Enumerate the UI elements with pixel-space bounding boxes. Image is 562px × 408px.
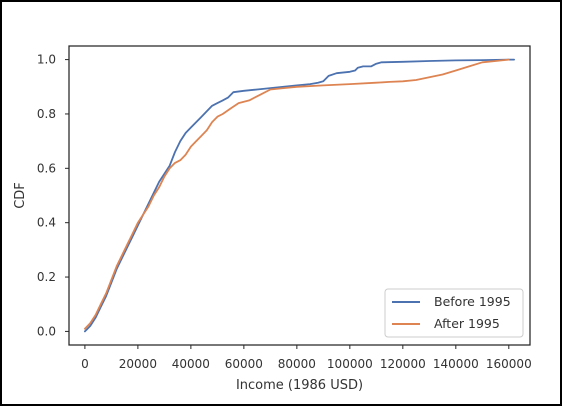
y-axis-title: CDF <box>13 182 28 209</box>
legend-label-1: Before 1995 <box>434 294 511 309</box>
x-tick-label: 40000 <box>172 357 210 371</box>
x-tick-label: 120000 <box>380 357 426 371</box>
x-tick-label: 160000 <box>486 357 532 371</box>
plot-frame <box>68 45 531 346</box>
y-tick-label: 0.0 <box>37 324 56 338</box>
y-tick-label: 0.4 <box>37 216 56 230</box>
x-tick-label: 20000 <box>119 357 157 371</box>
y-tick-label: 0.2 <box>37 270 56 284</box>
x-tick-label: 60000 <box>225 357 263 371</box>
y-tick-label: 0.8 <box>37 107 56 121</box>
series-line-1 <box>84 58 515 333</box>
x-tick-label: 0 <box>81 357 89 371</box>
x-tick-label: 100000 <box>327 357 373 371</box>
x-tick-label: 140000 <box>433 357 479 371</box>
x-axis-title: Income (1986 USD) <box>236 378 363 393</box>
legend-label-2: After 1995 <box>434 316 500 331</box>
y-tick-label: 1.0 <box>37 53 56 67</box>
series-line-2 <box>84 58 510 330</box>
y-tick-label: 0.6 <box>37 161 56 175</box>
x-tick-label: 80000 <box>278 357 316 371</box>
